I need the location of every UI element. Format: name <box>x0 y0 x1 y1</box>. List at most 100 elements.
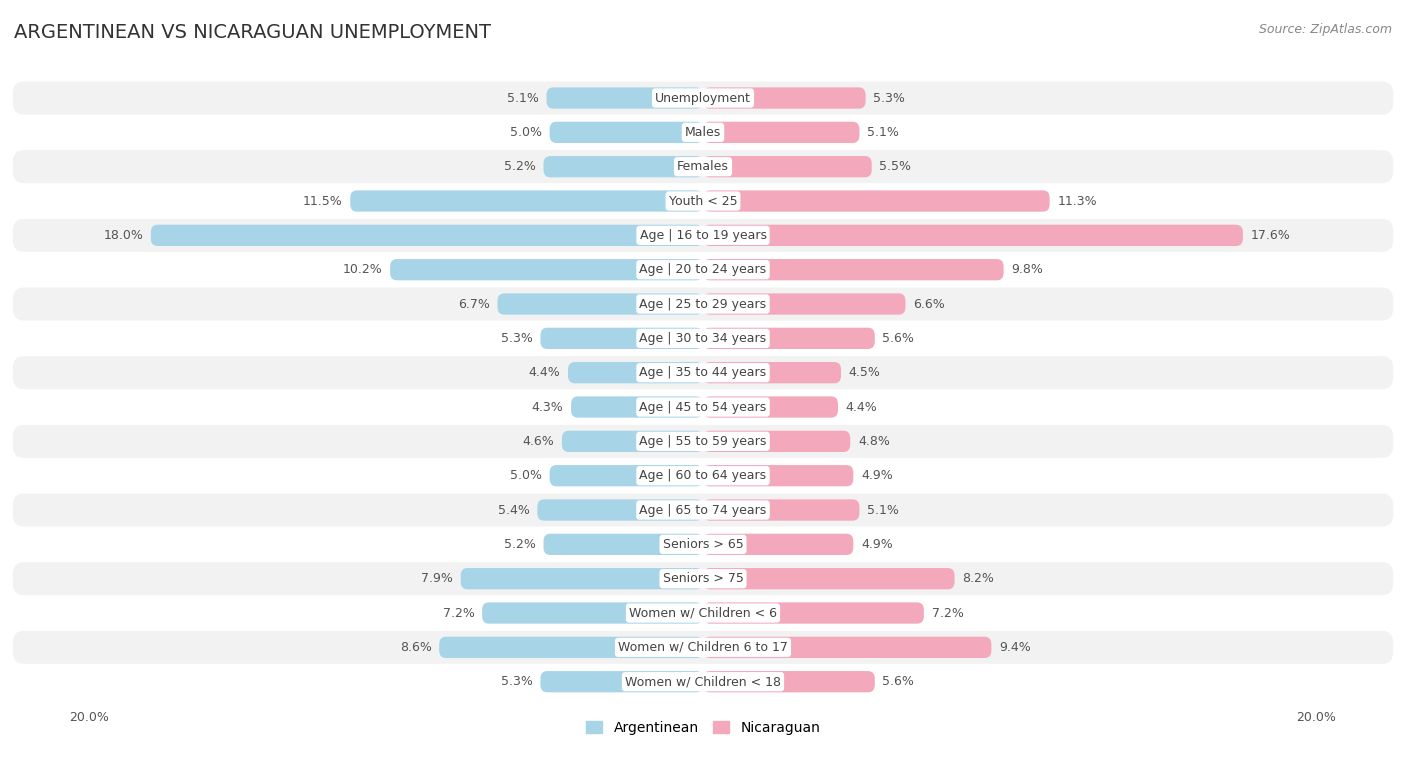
Text: Women w/ Children 6 to 17: Women w/ Children 6 to 17 <box>619 641 787 654</box>
FancyBboxPatch shape <box>703 328 875 349</box>
Text: 9.8%: 9.8% <box>1011 263 1043 276</box>
FancyBboxPatch shape <box>13 665 1393 698</box>
Text: Males: Males <box>685 126 721 139</box>
FancyBboxPatch shape <box>13 391 1393 423</box>
FancyBboxPatch shape <box>703 225 1243 246</box>
Text: Age | 16 to 19 years: Age | 16 to 19 years <box>640 229 766 241</box>
Text: Females: Females <box>678 160 728 173</box>
FancyBboxPatch shape <box>13 150 1393 183</box>
Text: 5.2%: 5.2% <box>503 538 536 551</box>
FancyBboxPatch shape <box>568 362 703 383</box>
Text: 5.3%: 5.3% <box>873 92 905 104</box>
FancyBboxPatch shape <box>562 431 703 452</box>
FancyBboxPatch shape <box>547 87 703 109</box>
Text: 11.3%: 11.3% <box>1057 195 1097 207</box>
Text: 5.3%: 5.3% <box>501 675 533 688</box>
Text: 4.9%: 4.9% <box>860 469 893 482</box>
Text: Age | 35 to 44 years: Age | 35 to 44 years <box>640 366 766 379</box>
Text: 5.2%: 5.2% <box>503 160 536 173</box>
FancyBboxPatch shape <box>703 465 853 486</box>
FancyBboxPatch shape <box>540 328 703 349</box>
FancyBboxPatch shape <box>389 259 703 280</box>
Text: Age | 65 to 74 years: Age | 65 to 74 years <box>640 503 766 516</box>
FancyBboxPatch shape <box>13 219 1393 252</box>
Text: 6.6%: 6.6% <box>912 298 945 310</box>
FancyBboxPatch shape <box>703 87 866 109</box>
FancyBboxPatch shape <box>13 116 1393 149</box>
Text: 8.6%: 8.6% <box>399 641 432 654</box>
Text: 5.0%: 5.0% <box>510 469 541 482</box>
Text: Unemployment: Unemployment <box>655 92 751 104</box>
Text: Source: ZipAtlas.com: Source: ZipAtlas.com <box>1258 23 1392 36</box>
Text: 5.6%: 5.6% <box>883 332 914 345</box>
Text: 7.2%: 7.2% <box>932 606 963 619</box>
FancyBboxPatch shape <box>350 190 703 212</box>
Text: 8.2%: 8.2% <box>962 572 994 585</box>
Text: 7.9%: 7.9% <box>422 572 453 585</box>
Text: 4.4%: 4.4% <box>529 366 561 379</box>
FancyBboxPatch shape <box>550 122 703 143</box>
FancyBboxPatch shape <box>498 294 703 315</box>
FancyBboxPatch shape <box>13 322 1393 355</box>
FancyBboxPatch shape <box>703 362 841 383</box>
Text: Women w/ Children < 18: Women w/ Children < 18 <box>626 675 780 688</box>
Text: 4.6%: 4.6% <box>523 435 554 448</box>
FancyBboxPatch shape <box>703 603 924 624</box>
Text: 4.8%: 4.8% <box>858 435 890 448</box>
FancyBboxPatch shape <box>13 528 1393 561</box>
Text: Age | 20 to 24 years: Age | 20 to 24 years <box>640 263 766 276</box>
Text: 5.1%: 5.1% <box>508 92 538 104</box>
Text: 4.9%: 4.9% <box>860 538 893 551</box>
Text: Youth < 25: Youth < 25 <box>669 195 737 207</box>
FancyBboxPatch shape <box>703 534 853 555</box>
Text: 4.5%: 4.5% <box>849 366 880 379</box>
FancyBboxPatch shape <box>703 431 851 452</box>
FancyBboxPatch shape <box>703 259 1004 280</box>
FancyBboxPatch shape <box>13 425 1393 458</box>
FancyBboxPatch shape <box>13 459 1393 492</box>
Text: 5.4%: 5.4% <box>498 503 530 516</box>
FancyBboxPatch shape <box>703 500 859 521</box>
Text: Age | 55 to 59 years: Age | 55 to 59 years <box>640 435 766 448</box>
FancyBboxPatch shape <box>13 597 1393 630</box>
Legend: Argentinean, Nicaraguan: Argentinean, Nicaraguan <box>586 721 820 735</box>
FancyBboxPatch shape <box>13 494 1393 527</box>
FancyBboxPatch shape <box>537 500 703 521</box>
FancyBboxPatch shape <box>703 568 955 590</box>
FancyBboxPatch shape <box>13 288 1393 320</box>
Text: 5.0%: 5.0% <box>510 126 541 139</box>
Text: 5.1%: 5.1% <box>868 126 898 139</box>
FancyBboxPatch shape <box>703 671 875 693</box>
Text: Age | 45 to 54 years: Age | 45 to 54 years <box>640 400 766 413</box>
Text: Seniors > 65: Seniors > 65 <box>662 538 744 551</box>
FancyBboxPatch shape <box>703 156 872 177</box>
FancyBboxPatch shape <box>544 534 703 555</box>
Text: Age | 25 to 29 years: Age | 25 to 29 years <box>640 298 766 310</box>
FancyBboxPatch shape <box>13 562 1393 595</box>
FancyBboxPatch shape <box>571 397 703 418</box>
Text: 4.3%: 4.3% <box>531 400 564 413</box>
FancyBboxPatch shape <box>439 637 703 658</box>
Text: Seniors > 75: Seniors > 75 <box>662 572 744 585</box>
FancyBboxPatch shape <box>703 637 991 658</box>
FancyBboxPatch shape <box>13 631 1393 664</box>
Text: 17.6%: 17.6% <box>1250 229 1291 241</box>
Text: 6.7%: 6.7% <box>458 298 489 310</box>
FancyBboxPatch shape <box>703 294 905 315</box>
FancyBboxPatch shape <box>544 156 703 177</box>
FancyBboxPatch shape <box>13 357 1393 389</box>
FancyBboxPatch shape <box>703 397 838 418</box>
Text: 9.4%: 9.4% <box>1000 641 1031 654</box>
Text: 5.1%: 5.1% <box>868 503 898 516</box>
Text: 5.5%: 5.5% <box>879 160 911 173</box>
Text: Age | 30 to 34 years: Age | 30 to 34 years <box>640 332 766 345</box>
Text: Age | 60 to 64 years: Age | 60 to 64 years <box>640 469 766 482</box>
FancyBboxPatch shape <box>540 671 703 693</box>
FancyBboxPatch shape <box>13 185 1393 217</box>
FancyBboxPatch shape <box>461 568 703 590</box>
Text: 5.6%: 5.6% <box>883 675 914 688</box>
FancyBboxPatch shape <box>703 190 1050 212</box>
Text: 5.3%: 5.3% <box>501 332 533 345</box>
FancyBboxPatch shape <box>550 465 703 486</box>
FancyBboxPatch shape <box>13 82 1393 114</box>
